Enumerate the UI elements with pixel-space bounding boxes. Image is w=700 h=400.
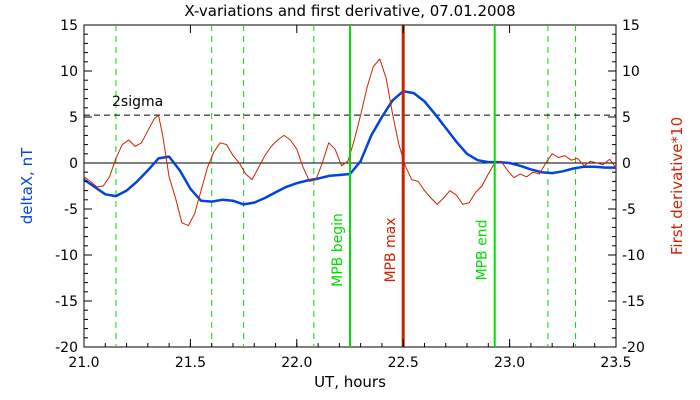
y-tick-label-left: -5 (64, 202, 78, 218)
y-tick-label-left: 10 (60, 64, 78, 80)
y-tick-label-right: 10 (622, 64, 640, 80)
y-tick-label-left: 15 (60, 18, 78, 34)
y-tick-label-left: 0 (69, 156, 78, 172)
y-tick-label-left: -15 (55, 294, 78, 310)
y-tick-label-right: -15 (622, 294, 645, 310)
derivative-line (83, 58, 617, 227)
y-tick-label-right: -20 (622, 340, 645, 356)
x-tick-label: 23.5 (600, 355, 631, 371)
chart-title: X-variations and first derivative, 07.01… (184, 2, 515, 20)
x-tick-label: 23.0 (494, 355, 525, 371)
x-tick-label: 21.5 (175, 355, 206, 371)
y-tick-label-left: 5 (69, 110, 78, 126)
y-tick-label-left: -10 (55, 248, 78, 264)
y-tick-label-right: 0 (622, 156, 631, 172)
y-axis-left: 15 10 5 0 -5 -10 -15 -20 (55, 18, 92, 356)
marker-label: MPB begin (330, 213, 346, 287)
marker-label: MPB end (475, 220, 491, 281)
y-tick-label-right: 15 (622, 18, 640, 34)
marker-label: MPB max (383, 217, 399, 282)
plot-area: MPB begin MPB max MPB end 2sigma (83, 24, 617, 348)
y-tick-label-right: 5 (622, 110, 631, 126)
x-tick-label: 22.5 (388, 355, 419, 371)
x-tick-label: 21.0 (68, 355, 99, 371)
y-tick-label-left: -20 (55, 340, 78, 356)
y-tick-label-right: -10 (622, 248, 645, 264)
mpb-markers: MPB begin MPB max MPB end (330, 25, 496, 347)
sigma-label: 2sigma (112, 94, 163, 110)
y-axis-right-label: First derivative*10 (668, 117, 686, 255)
y-tick-label-right: -5 (622, 202, 636, 218)
y-axis-left-label: deltaX, nT (18, 147, 36, 224)
x-tick-label: 22.0 (281, 355, 312, 371)
y-axis-right: 15 10 5 0 -5 -10 -15 -20 (608, 18, 645, 356)
x-axis-label: UT, hours (314, 373, 386, 391)
x-axis: 21.0 21.5 22.0 22.5 23.0 23.5 (68, 25, 632, 371)
